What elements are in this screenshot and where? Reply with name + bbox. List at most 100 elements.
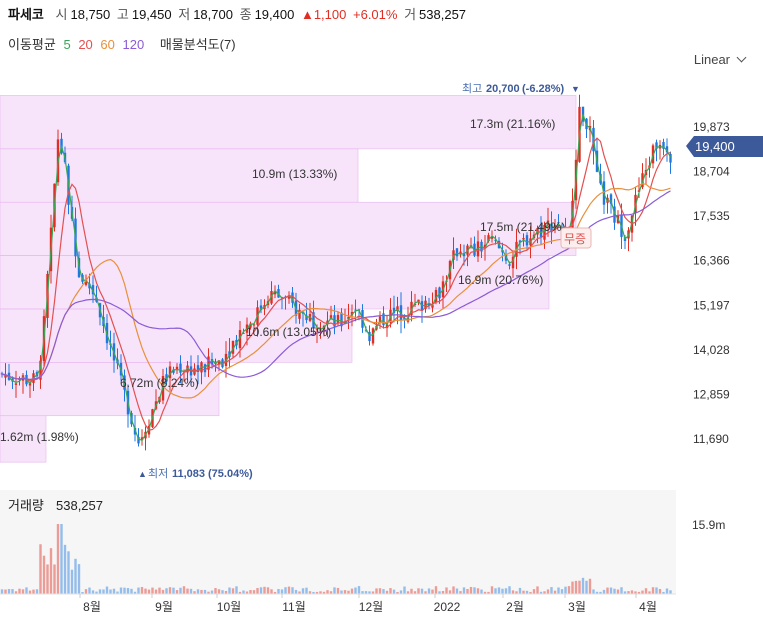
volume-profile-label: 10.6m (13.05%) xyxy=(246,325,331,339)
candle-body xyxy=(140,437,144,441)
x-axis-tick-label: 8월 xyxy=(83,600,101,614)
candle-body xyxy=(462,253,466,257)
volume-profile-band xyxy=(0,308,353,363)
y-axis-tick-label: 15,197 xyxy=(693,298,730,312)
volume-bar xyxy=(665,588,669,594)
candle-body xyxy=(291,292,294,303)
volume-bar xyxy=(0,589,4,594)
volume-bar xyxy=(273,591,277,594)
volume-bar xyxy=(77,564,81,594)
volume-bar xyxy=(224,590,228,594)
min-price-marker: ▲ 최저 11,083 (75.04%) xyxy=(138,467,253,480)
volume-bar xyxy=(168,587,172,594)
volume-bar xyxy=(662,591,665,594)
max-value: 20,700 xyxy=(486,83,520,95)
volume-bar xyxy=(186,588,189,594)
volume-bar xyxy=(445,587,448,594)
volume-bar xyxy=(18,588,21,594)
scale-dropdown[interactable]: Linear xyxy=(694,52,747,67)
candle-body xyxy=(609,194,613,204)
volume-bar xyxy=(280,589,284,594)
volume-bar xyxy=(32,589,35,594)
volume-axis-tick: 15.9m xyxy=(692,518,725,532)
volume-bar xyxy=(588,578,592,594)
x-axis-tick-label: 12월 xyxy=(359,600,383,614)
volume-bar xyxy=(308,591,312,594)
volume-bar xyxy=(655,587,658,594)
stock-name: 파세코 xyxy=(8,7,44,22)
candle-body xyxy=(196,365,200,372)
candle-body xyxy=(613,206,616,223)
volume-bar xyxy=(256,587,259,594)
volume-bar xyxy=(371,591,375,594)
candle-body xyxy=(396,306,399,312)
candle-body xyxy=(378,316,382,323)
volume-bar xyxy=(392,589,396,594)
volume-bar xyxy=(312,591,315,594)
volume-bar xyxy=(109,589,112,594)
volume-bar xyxy=(4,589,7,594)
volume-bar xyxy=(53,564,56,594)
volume-bar xyxy=(634,591,637,594)
moving-average-line xyxy=(1,114,672,442)
volume-bar xyxy=(361,591,364,594)
candle-body xyxy=(494,239,497,241)
volume-bar xyxy=(469,586,473,594)
volume-bar xyxy=(375,588,378,594)
open-label: 시 xyxy=(55,7,68,22)
max-price-marker: 최고 20,700 (-6.28%) ▼ xyxy=(462,82,580,95)
volume-bar xyxy=(455,588,459,594)
candle-body xyxy=(511,256,515,269)
y-axis-tick-label: 17,535 xyxy=(693,209,730,223)
volume-bar xyxy=(340,590,343,594)
volume-bar xyxy=(441,590,445,594)
candle-body xyxy=(259,305,263,310)
volume-bar xyxy=(102,589,105,594)
volume-profile-label: 1.62m (1.98%) xyxy=(0,430,79,444)
volume-bar xyxy=(497,587,501,594)
candle-body xyxy=(427,303,431,306)
candle-body xyxy=(172,369,175,373)
bonus-issue-badge[interactable]: 무증 xyxy=(560,227,592,249)
volume-bar xyxy=(480,589,483,594)
volume-bar xyxy=(123,587,126,594)
volume-profile-label: 16.9m (20.76%) xyxy=(458,273,543,287)
candle-body xyxy=(343,321,347,323)
volume-bar xyxy=(578,580,581,594)
volume-bar xyxy=(7,589,11,594)
candle-body xyxy=(249,323,252,328)
candle-body xyxy=(662,141,665,149)
candle-body xyxy=(438,287,441,299)
volume-bar xyxy=(651,587,655,594)
volume-bar xyxy=(105,586,109,594)
volume-bar xyxy=(189,588,193,594)
moving-average-legend[interactable]: 이동평균 5 20 60 120 매물분석도(7) xyxy=(8,34,240,53)
volume-bar xyxy=(214,588,217,594)
volume-bar xyxy=(182,586,186,594)
volume-profile-toggle[interactable]: 매물분석도(7) xyxy=(159,37,236,52)
volume-bar xyxy=(63,544,67,594)
change-up-arrow-icon: ▲ xyxy=(300,7,314,22)
moving-average-line xyxy=(1,183,671,399)
volume-bar xyxy=(494,588,497,594)
x-axis-tick-label: 2022 xyxy=(434,600,461,614)
volume-bar xyxy=(336,587,340,594)
volume-bar xyxy=(567,586,571,594)
volume-bar xyxy=(592,589,595,594)
volume-bar xyxy=(193,591,196,594)
ma-20: 20 xyxy=(78,37,93,52)
volume-bar xyxy=(343,590,347,594)
volume-bar xyxy=(259,587,263,594)
volume-bar xyxy=(67,551,70,594)
candle-body xyxy=(133,427,137,435)
volume-bar xyxy=(95,591,98,594)
candle-body xyxy=(238,330,242,349)
candle-body xyxy=(203,364,207,373)
volume-bar xyxy=(536,586,539,594)
candle-body xyxy=(522,238,525,240)
current-price-tag: 19,400 xyxy=(686,136,763,157)
volume-bar xyxy=(84,589,88,594)
candle-body xyxy=(508,264,511,266)
volume-bar xyxy=(595,591,599,594)
